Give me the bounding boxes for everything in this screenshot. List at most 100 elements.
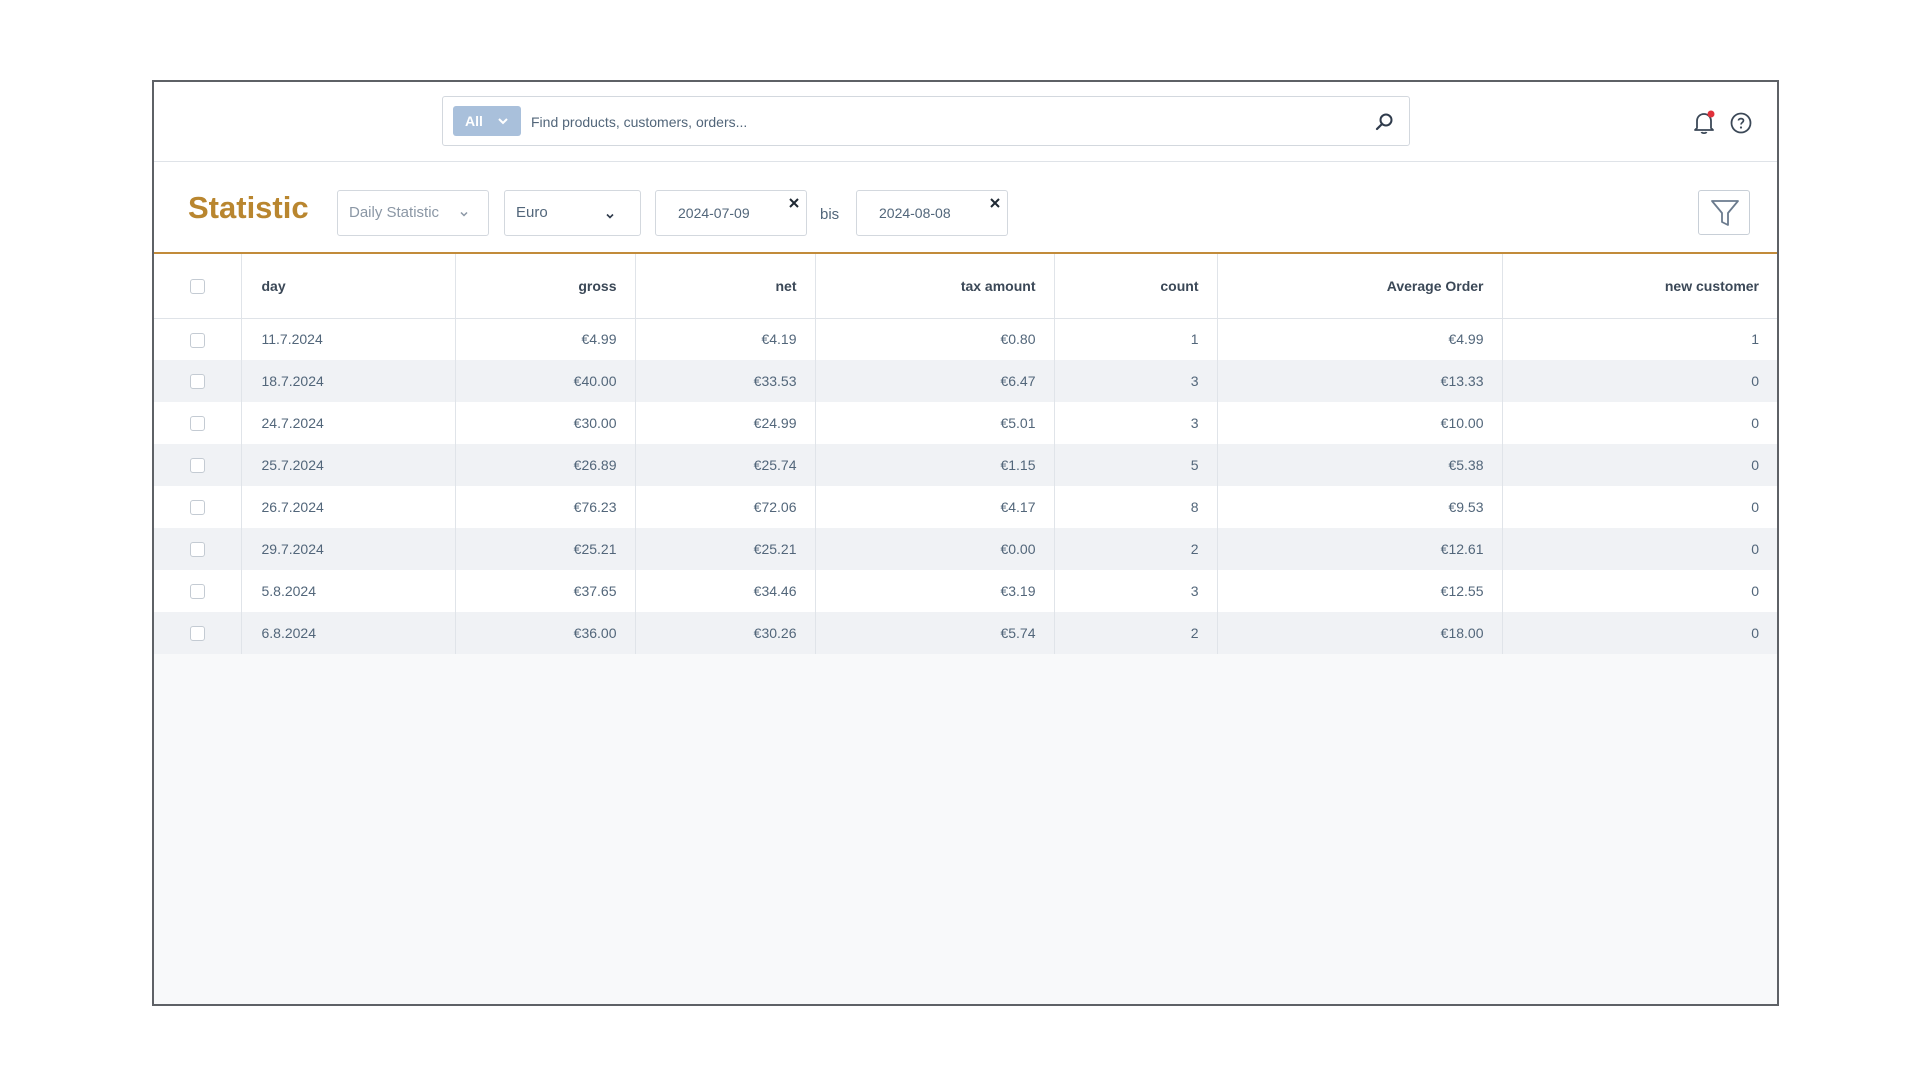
table-row[interactable]: 6.8.2024 €36.00 €30.26 €5.74 2 €18.00 0 xyxy=(154,612,1777,654)
table-row[interactable]: 26.7.2024 €76.23 €72.06 €4.17 8 €9.53 0 xyxy=(154,486,1777,528)
cell-count: 2 xyxy=(1053,528,1217,570)
cell-tax-amount: €0.00 xyxy=(814,528,1054,570)
close-icon[interactable] xyxy=(788,197,800,209)
cell-gross: €30.00 xyxy=(454,402,635,444)
select-all-checkbox[interactable] xyxy=(189,279,205,295)
cell-tax-amount: €4.17 xyxy=(814,486,1054,528)
cell-net: €25.21 xyxy=(634,528,815,570)
column-header-count[interactable]: count xyxy=(1053,254,1217,319)
search-input[interactable] xyxy=(531,107,1351,137)
chevron-down-icon xyxy=(606,213,614,219)
row-checkbox[interactable] xyxy=(189,500,205,516)
row-checkbox[interactable] xyxy=(189,374,205,390)
row-checkbox[interactable] xyxy=(189,458,205,474)
bell-icon[interactable] xyxy=(1690,108,1718,136)
cell-day: 24.7.2024 xyxy=(240,402,455,444)
cell-new-customer: 0 xyxy=(1501,570,1777,612)
cell-net: €72.06 xyxy=(634,486,815,528)
column-header-net[interactable]: net xyxy=(634,254,815,319)
cell-average-order: €12.61 xyxy=(1216,528,1502,570)
cell-net: €24.99 xyxy=(634,402,815,444)
cell-gross: €26.89 xyxy=(454,444,635,486)
date-to-field[interactable]: 2024-08-08 xyxy=(856,190,1008,236)
cell-count: 8 xyxy=(1053,486,1217,528)
cell-net: €30.26 xyxy=(634,612,815,654)
column-header-tax-amount[interactable]: tax amount xyxy=(814,254,1054,319)
table-header-row: day gross net tax amount count Average O… xyxy=(154,254,1777,319)
date-from-field[interactable]: 2024-07-09 xyxy=(655,190,807,236)
row-select-cell xyxy=(154,318,241,360)
cell-tax-amount: €3.19 xyxy=(814,570,1054,612)
cell-count: 2 xyxy=(1053,612,1217,654)
cell-count: 1 xyxy=(1053,318,1217,360)
cell-average-order: €4.99 xyxy=(1216,318,1502,360)
column-header-new-customer[interactable]: new customer xyxy=(1501,254,1777,319)
cell-tax-amount: €6.47 xyxy=(814,360,1054,402)
statistic-table: day gross net tax amount count Average O… xyxy=(154,254,1777,654)
row-select-cell xyxy=(154,528,241,570)
row-select-cell xyxy=(154,570,241,612)
page-title: Statistic xyxy=(188,190,309,225)
row-checkbox[interactable] xyxy=(189,584,205,600)
statistic-type-value: Daily Statistic xyxy=(349,204,440,221)
select-all-cell xyxy=(154,254,241,319)
cell-average-order: €5.38 xyxy=(1216,444,1502,486)
table-row[interactable]: 29.7.2024 €25.21 €25.21 €0.00 2 €12.61 0 xyxy=(154,528,1777,570)
row-checkbox[interactable] xyxy=(189,332,205,348)
cell-new-customer: 0 xyxy=(1501,486,1777,528)
cell-tax-amount: €1.15 xyxy=(814,444,1054,486)
cell-tax-amount: €5.01 xyxy=(814,402,1054,444)
cell-day: 25.7.2024 xyxy=(240,444,455,486)
table-row[interactable]: 25.7.2024 €26.89 €25.74 €1.15 5 €5.38 0 xyxy=(154,444,1777,486)
cell-new-customer: 0 xyxy=(1501,528,1777,570)
search-type-dropdown[interactable]: All xyxy=(453,106,521,136)
cell-day: 18.7.2024 xyxy=(240,360,455,402)
cell-gross: €76.23 xyxy=(454,486,635,528)
date-from-value: 2024-07-09 xyxy=(678,205,750,221)
column-header-average-order[interactable]: Average Order xyxy=(1216,254,1502,319)
cell-tax-amount: €0.80 xyxy=(814,318,1054,360)
column-header-gross[interactable]: gross xyxy=(454,254,635,319)
row-select-cell xyxy=(154,612,241,654)
cell-day: 5.8.2024 xyxy=(240,570,455,612)
date-range-separator: bis xyxy=(820,206,840,223)
row-select-cell xyxy=(154,402,241,444)
row-select-cell xyxy=(154,360,241,402)
currency-select[interactable]: Euro xyxy=(504,190,641,236)
cell-tax-amount: €5.74 xyxy=(814,612,1054,654)
cell-gross: €36.00 xyxy=(454,612,635,654)
cell-average-order: €13.33 xyxy=(1216,360,1502,402)
help-icon[interactable] xyxy=(1728,110,1754,136)
cell-new-customer: 1 xyxy=(1501,318,1777,360)
table-row[interactable]: 5.8.2024 €37.65 €34.46 €3.19 3 €12.55 0 xyxy=(154,570,1777,612)
row-checkbox[interactable] xyxy=(189,542,205,558)
table-row[interactable]: 18.7.2024 €40.00 €33.53 €6.47 3 €13.33 0 xyxy=(154,360,1777,402)
cell-day: 29.7.2024 xyxy=(240,528,455,570)
search-icon[interactable] xyxy=(1373,111,1395,133)
filter-button[interactable] xyxy=(1698,190,1750,235)
column-header-day[interactable]: day xyxy=(240,254,455,319)
cell-average-order: €12.55 xyxy=(1216,570,1502,612)
currency-value: Euro xyxy=(516,204,548,221)
cell-net: €4.19 xyxy=(634,318,815,360)
cell-count: 5 xyxy=(1053,444,1217,486)
row-select-cell xyxy=(154,486,241,528)
cell-gross: €4.99 xyxy=(454,318,635,360)
close-icon[interactable] xyxy=(989,197,1001,209)
cell-net: €34.46 xyxy=(634,570,815,612)
filter-icon xyxy=(1711,200,1739,226)
row-select-cell xyxy=(154,444,241,486)
chevron-down-icon xyxy=(498,118,508,125)
cell-average-order: €18.00 xyxy=(1216,612,1502,654)
row-checkbox[interactable] xyxy=(189,626,205,642)
table-row[interactable]: 11.7.2024 €4.99 €4.19 €0.80 1 €4.99 1 xyxy=(154,318,1777,360)
cell-count: 3 xyxy=(1053,402,1217,444)
row-checkbox[interactable] xyxy=(189,416,205,432)
table-row[interactable]: 24.7.2024 €30.00 €24.99 €5.01 3 €10.00 0 xyxy=(154,402,1777,444)
cell-new-customer: 0 xyxy=(1501,444,1777,486)
cell-new-customer: 0 xyxy=(1501,360,1777,402)
search-type-label: All xyxy=(465,113,483,129)
cell-new-customer: 0 xyxy=(1501,612,1777,654)
cell-net: €25.74 xyxy=(634,444,815,486)
statistic-type-select[interactable]: Daily Statistic xyxy=(337,190,489,236)
